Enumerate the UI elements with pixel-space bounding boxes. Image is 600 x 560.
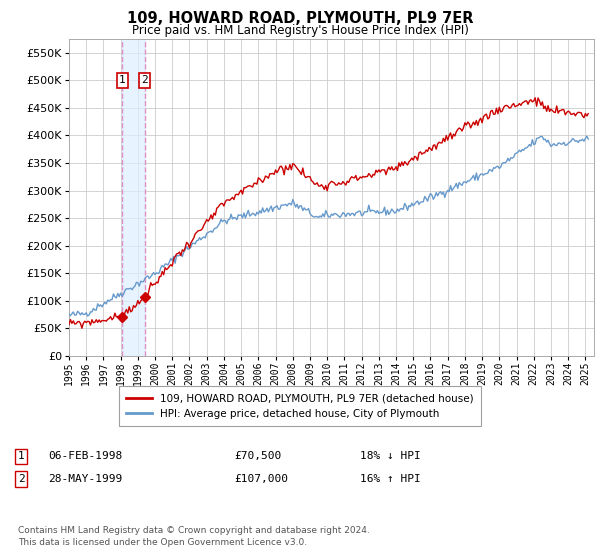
Text: Contains HM Land Registry data © Crown copyright and database right 2024.
This d: Contains HM Land Registry data © Crown c…: [18, 526, 370, 547]
Text: 18% ↓ HPI: 18% ↓ HPI: [360, 451, 421, 461]
Text: 28-MAY-1999: 28-MAY-1999: [48, 474, 122, 484]
Text: Price paid vs. HM Land Registry's House Price Index (HPI): Price paid vs. HM Land Registry's House …: [131, 24, 469, 36]
Bar: [122, 39, 145, 356]
Text: 1: 1: [17, 451, 25, 461]
Text: 2: 2: [17, 474, 25, 484]
Text: 06-FEB-1998: 06-FEB-1998: [48, 451, 122, 461]
Text: 2: 2: [142, 76, 148, 86]
Text: 109, HOWARD ROAD, PLYMOUTH, PL9 7ER: 109, HOWARD ROAD, PLYMOUTH, PL9 7ER: [127, 11, 473, 26]
Text: 1: 1: [119, 76, 126, 86]
Text: £70,500: £70,500: [234, 451, 281, 461]
Text: £107,000: £107,000: [234, 474, 288, 484]
Text: 16% ↑ HPI: 16% ↑ HPI: [360, 474, 421, 484]
Legend: 109, HOWARD ROAD, PLYMOUTH, PL9 7ER (detached house), HPI: Average price, detach: 109, HOWARD ROAD, PLYMOUTH, PL9 7ER (det…: [119, 386, 481, 426]
